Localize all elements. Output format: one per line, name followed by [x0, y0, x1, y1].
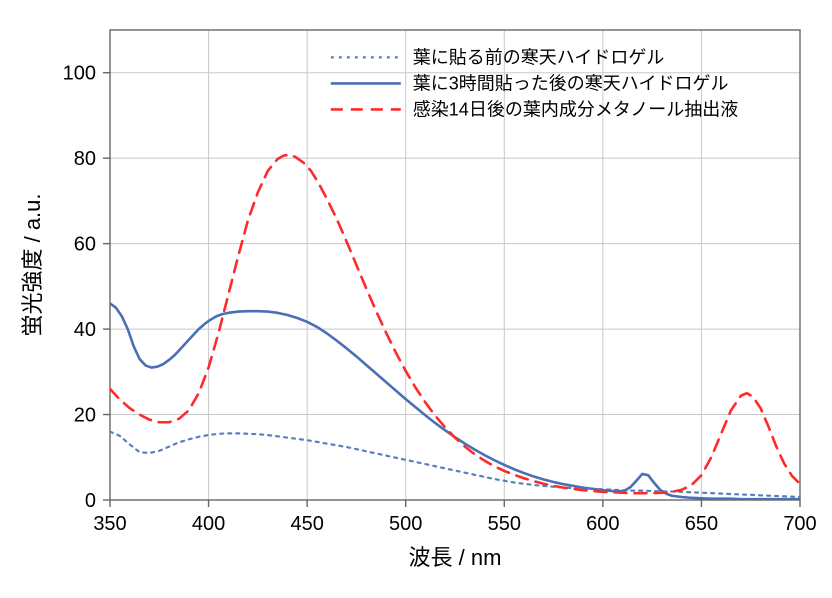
y-tick-label: 100 — [63, 63, 96, 85]
x-tick-label: 400 — [192, 513, 225, 535]
x-tick-label: 450 — [290, 513, 323, 535]
x-tick-label: 700 — [783, 513, 816, 535]
legend-label: 葉に3時間貼った後の寒天ハイドロゲル — [413, 73, 729, 93]
chart-svg: 350 400 450 500 550 600 650 700 0 20 40 60 80 100 波長 /… — [0, 0, 832, 598]
legend-label: 感染14日後の葉内成分メタノール抽出液 — [413, 99, 738, 119]
x-tick-label: 550 — [488, 513, 521, 535]
x-tick-label: 600 — [586, 513, 619, 535]
y-axis-label: 蛍光強度 / a.u. — [20, 193, 45, 336]
x-axis-label: 波長 / nm — [409, 545, 502, 570]
x-tick-label: 350 — [93, 513, 126, 535]
y-tick-label: 60 — [74, 234, 96, 256]
x-tick-label: 500 — [389, 513, 422, 535]
fluorescence-spectrum-chart: 350 400 450 500 550 600 650 700 0 20 40 60 80 100 波長 /… — [0, 0, 832, 598]
y-tick-label: 0 — [85, 490, 96, 512]
y-tick-label: 40 — [74, 319, 96, 341]
y-tick-label: 20 — [74, 405, 96, 427]
legend-label: 葉に貼る前の寒天ハイドロゲル — [413, 47, 665, 67]
y-tick-label: 80 — [74, 148, 96, 170]
x-tick-label: 650 — [685, 513, 718, 535]
